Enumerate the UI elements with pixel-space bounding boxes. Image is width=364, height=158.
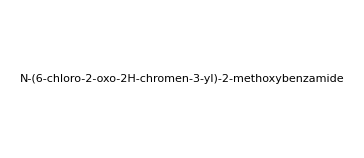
Text: N-(6-chloro-2-oxo-2H-chromen-3-yl)-2-methoxybenzamide: N-(6-chloro-2-oxo-2H-chromen-3-yl)-2-met… bbox=[20, 74, 344, 84]
